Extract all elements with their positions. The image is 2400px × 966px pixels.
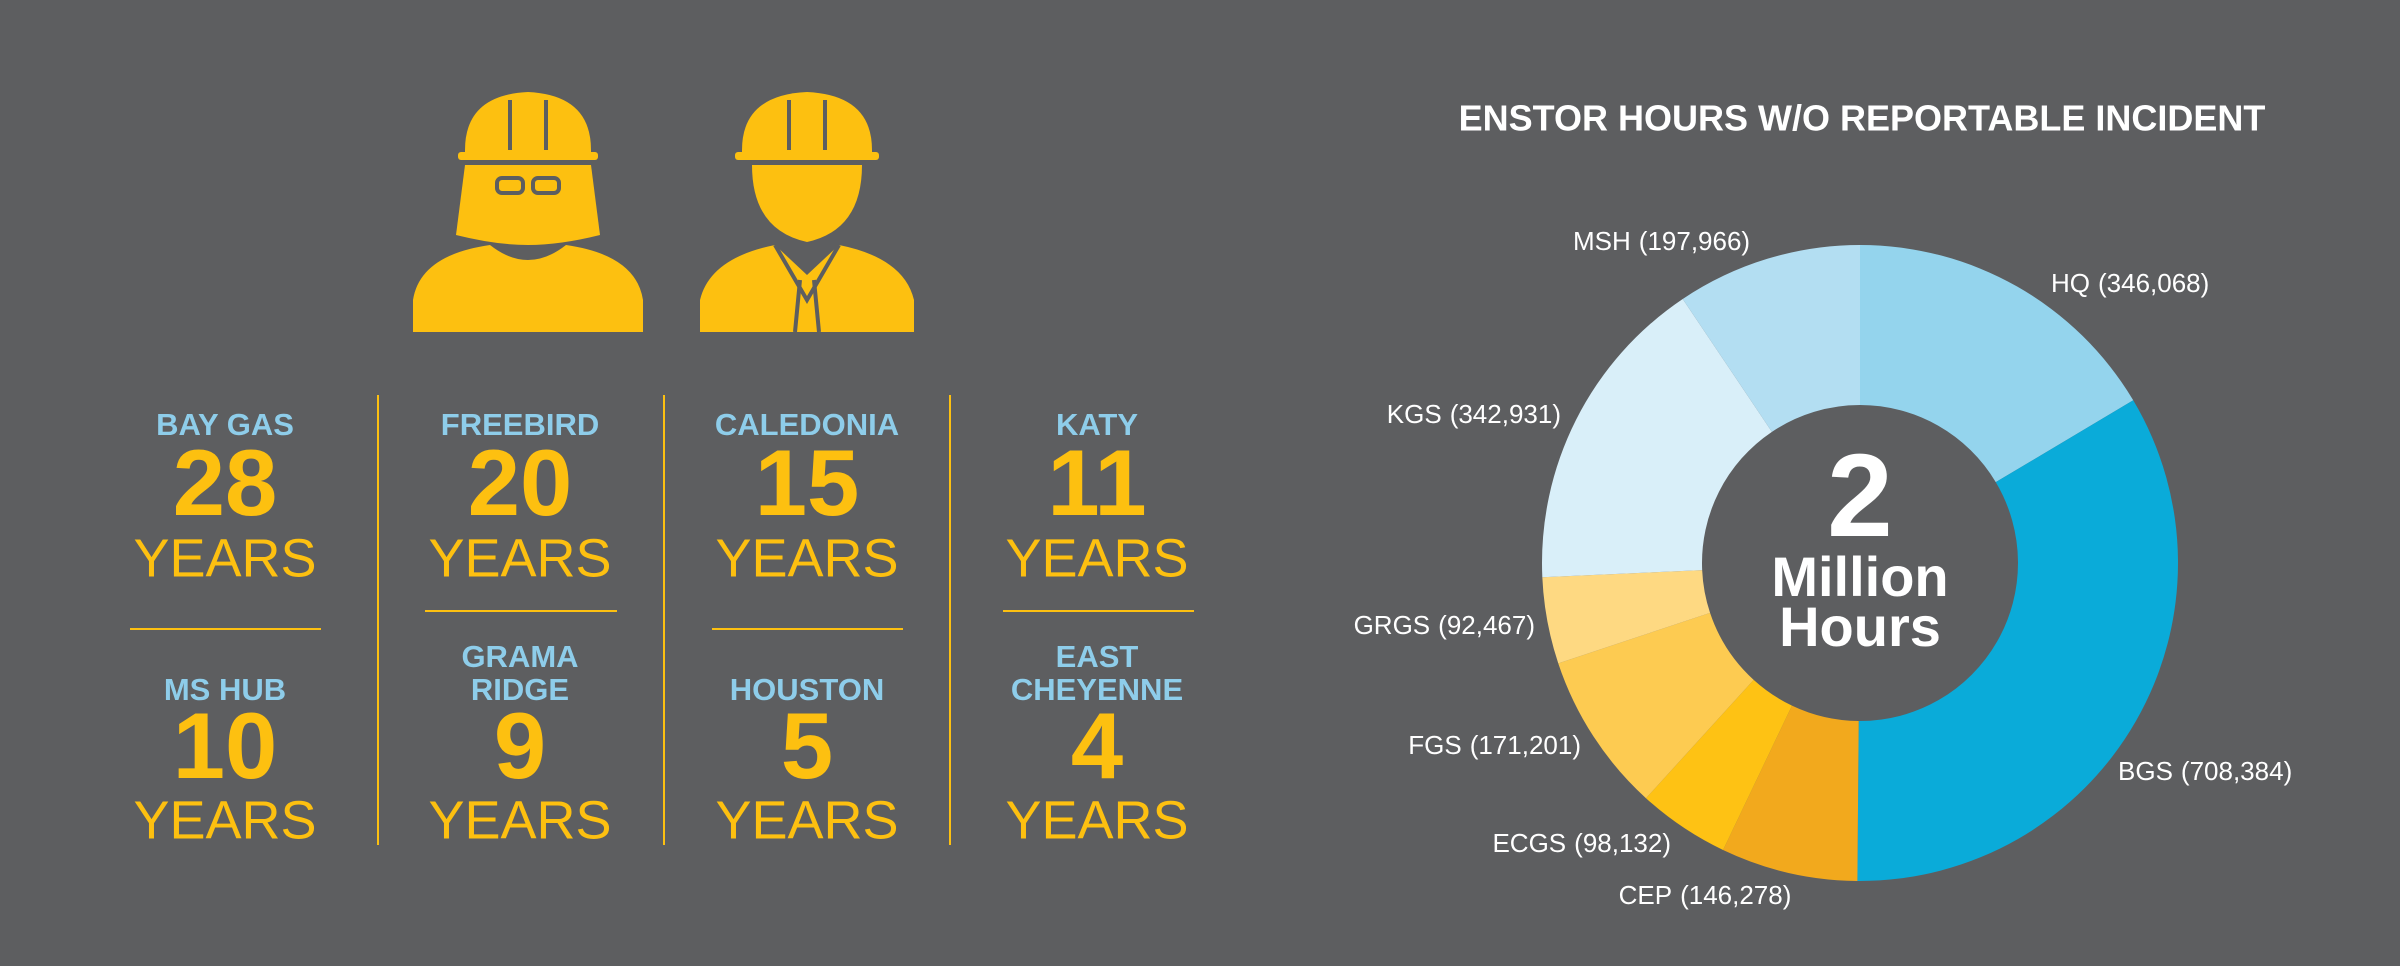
slice-value: (146,278) [1680, 880, 1791, 910]
slice-category: BGS [2118, 756, 2173, 786]
site-name: GRAMA [461, 639, 578, 674]
site-years: 20 [468, 430, 573, 535]
site-years: 15 [755, 430, 860, 535]
slice-category: ECGS [1492, 828, 1566, 858]
slice-category: HQ [2051, 268, 2090, 298]
slice-category: KGS [1387, 399, 1442, 429]
site-unit: YEARS [428, 528, 611, 588]
site-name: KATY [1056, 407, 1138, 442]
slice-category: CEP [1619, 880, 1672, 910]
slice-value: (708,384) [2181, 756, 2292, 786]
chart-title: ENSTOR HOURS W/O REPORTABLE INCIDENT [1459, 98, 2266, 139]
site-unit: YEARS [715, 528, 898, 588]
site-name: CHEYENNE [1011, 672, 1183, 707]
site-name: HOUSTON [730, 672, 884, 707]
center-value: 2 [1827, 430, 1893, 562]
slice-label: ECGS (98,132) [1492, 828, 1671, 858]
site-years: 5 [781, 693, 833, 798]
site-years: 4 [1071, 693, 1123, 798]
donut-slice [1542, 570, 1711, 664]
slice-category: FGS [1408, 730, 1461, 760]
site-name: FREEBIRD [441, 407, 599, 442]
dividers [130, 395, 1194, 845]
site-unit: YEARS [1005, 528, 1188, 588]
slice-category: GRGS [1354, 610, 1431, 640]
slice-label: FGS (171,201) [1408, 730, 1581, 760]
hard-hat [742, 92, 872, 158]
site-unit: YEARS [715, 790, 898, 850]
body [700, 245, 914, 332]
donut-slice [1542, 298, 1772, 578]
slice-label: CEP (146,278) [1619, 880, 1792, 910]
site-name: RIDGE [471, 672, 569, 707]
center-unit: Hours [1779, 595, 1941, 658]
slice-value: (346,068) [2098, 268, 2209, 298]
donut-slice [1857, 400, 2178, 882]
site-years: 9 [494, 693, 546, 798]
donut-slice [1860, 245, 2134, 483]
slice-label: KGS (342,931) [1387, 399, 1561, 429]
site-years: 10 [173, 693, 278, 798]
donut-slice [1645, 679, 1792, 851]
slice-value: (342,931) [1450, 399, 1561, 429]
slice-label: GRGS (92,467) [1354, 610, 1535, 640]
site-name: CALEDONIA [715, 407, 899, 442]
site-years: 28 [173, 430, 278, 535]
site-name: EAST [1056, 639, 1139, 674]
hat-brim [458, 152, 598, 160]
slice-category: MSH [1573, 226, 1631, 256]
body [413, 245, 643, 332]
slice-value: (197,966) [1639, 226, 1750, 256]
site-unit: YEARS [133, 790, 316, 850]
site-name: MS HUB [164, 672, 286, 707]
worker-icons [413, 92, 914, 332]
icon-details [495, 100, 841, 333]
slice-value: (171,201) [1470, 730, 1581, 760]
face [752, 165, 862, 242]
hair [456, 165, 600, 245]
slice-value: (98,132) [1574, 828, 1671, 858]
slice-value: (92,467) [1438, 610, 1535, 640]
donut-slice [1558, 612, 1754, 799]
center-unit: Million [1771, 545, 1948, 608]
site-unit: YEARS [133, 528, 316, 588]
hard-hat [465, 92, 591, 158]
site-name: BAY GAS [156, 407, 294, 442]
slice-label: HQ (346,068) [2051, 268, 2209, 298]
hat-brim [735, 152, 879, 160]
donut-slice [1682, 245, 1860, 432]
slice-label: MSH (197,966) [1573, 226, 1750, 256]
site-unit: YEARS [428, 790, 611, 850]
donut-slice [1723, 705, 1859, 881]
site-unit: YEARS [1005, 790, 1188, 850]
slice-label: BGS (708,384) [2118, 756, 2292, 786]
site-years: 11 [1047, 430, 1146, 535]
